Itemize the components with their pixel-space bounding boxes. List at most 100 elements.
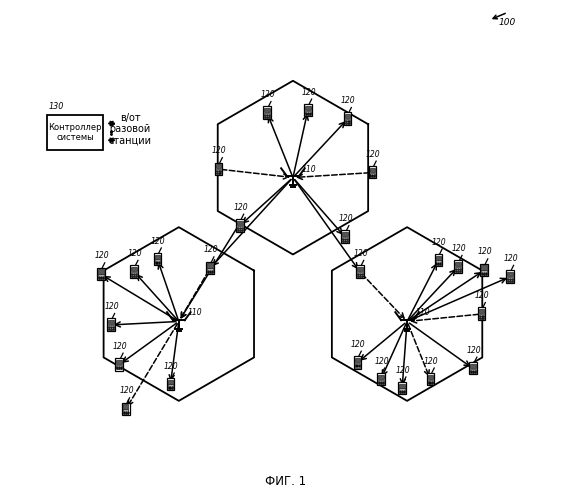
Bar — [357, 272, 363, 276]
Bar — [168, 384, 173, 389]
Text: 130: 130 — [49, 102, 64, 111]
Bar — [507, 272, 513, 276]
Bar — [207, 263, 213, 267]
Text: 120: 120 — [339, 214, 353, 223]
Text: 120: 120 — [396, 366, 411, 375]
Bar — [130, 265, 138, 278]
Bar — [377, 373, 385, 385]
Bar — [341, 231, 349, 243]
Bar — [478, 309, 484, 313]
Bar — [436, 255, 441, 259]
Bar — [507, 277, 513, 281]
Text: 120: 120 — [104, 302, 119, 311]
Bar — [481, 265, 486, 269]
Bar — [435, 254, 442, 266]
Bar — [215, 163, 222, 175]
Bar — [506, 270, 513, 283]
Bar — [456, 267, 461, 272]
Bar — [368, 166, 376, 179]
Text: 120: 120 — [467, 346, 481, 355]
Bar — [98, 274, 104, 279]
Bar — [305, 111, 311, 115]
Text: 120: 120 — [432, 238, 447, 247]
Bar — [108, 320, 114, 324]
Text: станции: станции — [108, 136, 152, 146]
Bar — [131, 272, 137, 276]
Text: 120: 120 — [113, 342, 127, 351]
Bar — [264, 108, 270, 112]
Bar — [108, 325, 114, 330]
Bar — [399, 384, 405, 388]
Bar — [378, 375, 384, 379]
Text: 110: 110 — [188, 308, 202, 317]
Text: 120: 120 — [353, 249, 368, 258]
Bar — [264, 113, 270, 118]
Bar — [237, 226, 243, 231]
Bar — [369, 168, 375, 172]
Bar — [478, 307, 485, 320]
Bar — [355, 358, 360, 362]
Text: 100: 100 — [499, 18, 516, 27]
Bar — [304, 104, 312, 116]
Bar — [116, 360, 122, 364]
Text: 120: 120 — [424, 357, 439, 366]
Bar — [207, 268, 213, 273]
Bar — [115, 358, 123, 371]
Bar — [456, 262, 461, 266]
Bar — [471, 364, 476, 368]
Bar — [399, 382, 406, 394]
Text: 120: 120 — [375, 357, 389, 366]
Text: 120: 120 — [351, 340, 365, 349]
Bar — [47, 115, 103, 150]
Text: Контроллер
системы: Контроллер системы — [49, 123, 102, 142]
Bar — [107, 318, 115, 331]
Bar — [154, 253, 161, 265]
Bar — [98, 269, 104, 273]
Bar — [480, 264, 488, 276]
Bar — [216, 169, 222, 174]
Text: 120: 120 — [475, 291, 490, 300]
Bar — [478, 314, 484, 319]
Bar — [206, 262, 214, 274]
Bar — [236, 219, 244, 232]
Bar — [455, 260, 462, 273]
Text: 110: 110 — [302, 165, 316, 174]
Text: 120: 120 — [164, 362, 179, 371]
Text: в/от: в/от — [120, 113, 140, 123]
Text: 120: 120 — [119, 386, 134, 395]
Text: ФИГ. 1: ФИГ. 1 — [265, 475, 306, 488]
Bar — [355, 363, 360, 367]
Bar — [167, 378, 174, 390]
Bar — [345, 114, 350, 118]
Text: 120: 120 — [212, 146, 227, 155]
Bar — [471, 369, 476, 373]
Bar — [237, 221, 243, 225]
Bar — [345, 119, 350, 124]
Bar — [353, 356, 361, 369]
Text: 120: 120 — [366, 150, 380, 159]
Bar — [263, 106, 271, 119]
Text: 120: 120 — [301, 88, 316, 97]
Bar — [168, 380, 173, 384]
Text: 120: 120 — [452, 244, 467, 253]
Text: 120: 120 — [504, 254, 518, 263]
Bar — [131, 267, 137, 271]
Text: 120: 120 — [341, 96, 356, 105]
Bar — [116, 365, 122, 369]
Bar — [342, 232, 348, 237]
Bar — [357, 267, 363, 271]
Bar — [369, 173, 375, 178]
Bar — [427, 373, 434, 385]
Bar — [356, 265, 364, 278]
Text: 110: 110 — [416, 308, 431, 317]
Bar — [428, 380, 433, 384]
Bar — [123, 404, 128, 409]
Bar — [428, 375, 433, 379]
Bar — [155, 259, 160, 264]
Text: 120: 120 — [94, 251, 109, 260]
Bar — [481, 270, 486, 275]
Bar — [155, 254, 160, 258]
Text: 120: 120 — [477, 248, 492, 256]
Text: 120: 120 — [151, 237, 166, 246]
Bar — [122, 403, 130, 415]
